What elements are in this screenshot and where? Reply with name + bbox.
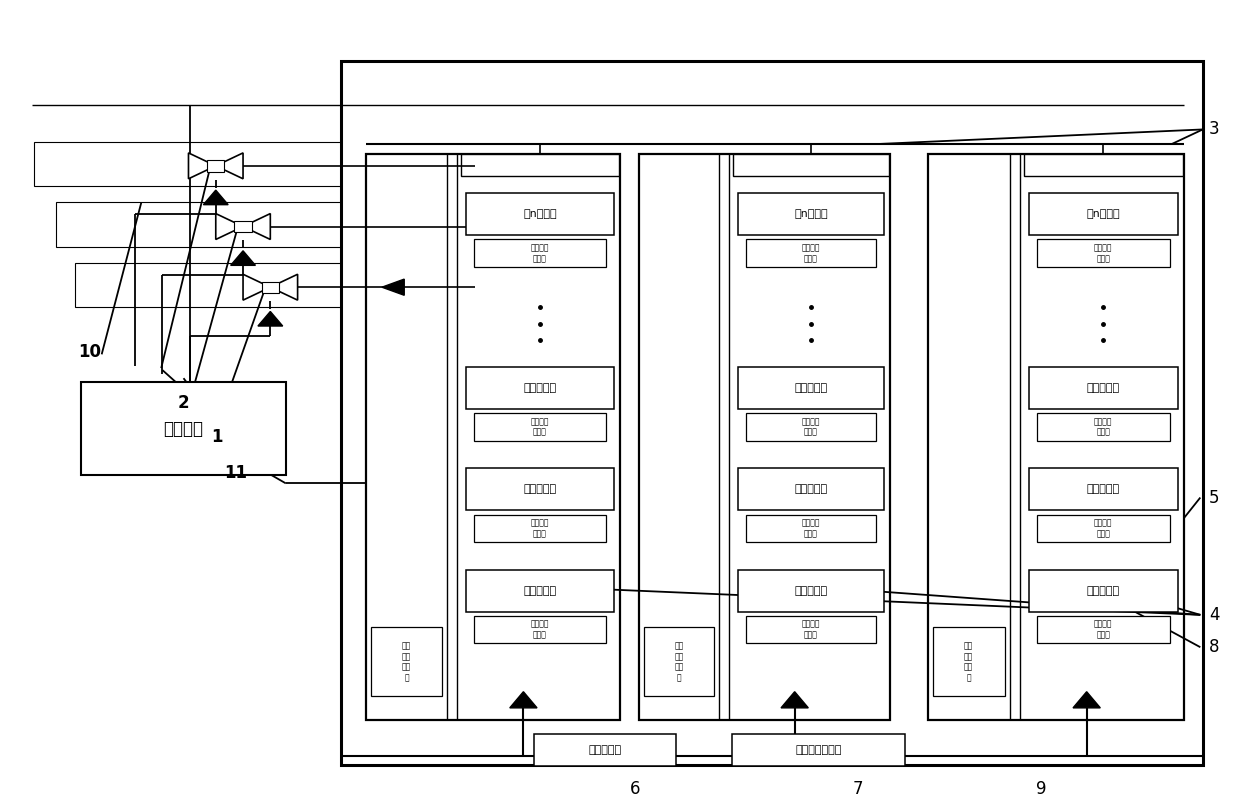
Text: 2: 2 [177,394,190,412]
Polygon shape [270,274,298,300]
Bar [932,628,1004,696]
Text: 第二温度
传感器: 第二温度 传感器 [802,519,821,538]
Polygon shape [1073,692,1100,708]
Bar [745,239,877,267]
Bar [1029,570,1178,612]
Text: 11: 11 [224,464,247,482]
Text: 第n电池组: 第n电池组 [1086,210,1120,219]
Text: 烟雾传感器: 烟雾传感器 [589,745,621,755]
Text: 水位
检测
传感
器: 水位 检测 传感 器 [675,642,683,682]
Text: 第一温度传感器: 第一温度传感器 [795,745,842,755]
Text: 水位
检测
传感
器: 水位 检测 传感 器 [402,642,412,682]
Text: 第三电池组: 第三电池组 [1086,383,1120,393]
Bar [745,413,877,441]
Text: 1: 1 [211,428,223,446]
Text: 第二电池组: 第二电池组 [795,485,827,494]
Text: 第二温度
传感器: 第二温度 传感器 [1094,417,1112,437]
Bar [1037,515,1171,542]
Bar [928,154,1184,720]
Polygon shape [188,153,216,179]
Text: 3: 3 [1209,121,1220,138]
Text: 10: 10 [78,343,100,361]
Text: 5: 5 [1209,489,1219,506]
Text: 第二温度
传感器: 第二温度 传感器 [1094,519,1112,538]
Text: 第一电池组: 第一电池组 [795,586,827,595]
Polygon shape [258,311,283,326]
Text: 第二温度
传感器: 第二温度 传感器 [1094,244,1112,263]
Text: 7: 7 [853,780,863,798]
Text: 第二电池组: 第二电池组 [523,485,557,494]
Bar [56,202,475,247]
Text: 第二温度
传感器: 第二温度 传感器 [802,244,821,263]
Polygon shape [243,274,270,300]
Bar [474,413,606,441]
Text: 第二温度
传感器: 第二温度 传感器 [531,519,549,538]
Bar [341,61,1203,765]
Bar [207,160,224,172]
Text: 第二电池组: 第二电池组 [1086,485,1120,494]
Bar [1029,468,1178,510]
Text: 8: 8 [1209,638,1219,656]
Polygon shape [203,190,228,205]
Polygon shape [216,153,243,179]
Bar [371,628,441,696]
Bar [74,263,475,307]
Bar [1037,239,1171,267]
Bar [738,570,884,612]
Text: 第二温度
传感器: 第二温度 传感器 [531,417,549,437]
Text: 第n电池组: 第n电池组 [523,210,557,219]
Bar [1029,193,1178,235]
Bar [466,367,614,409]
Bar [461,154,619,176]
Bar [1037,413,1171,441]
Bar [262,282,279,293]
Bar [366,154,620,720]
Bar [466,468,614,510]
Polygon shape [243,214,270,239]
Bar [474,239,606,267]
Text: 第n电池组: 第n电池组 [794,210,828,219]
Bar [745,515,877,542]
Text: 4: 4 [1209,606,1219,624]
Polygon shape [216,214,243,239]
Bar [738,367,884,409]
Bar [1037,616,1171,643]
Bar [745,616,877,643]
Polygon shape [231,251,255,265]
Text: 第二温度
传感器: 第二温度 传感器 [1094,620,1112,639]
Polygon shape [781,692,808,708]
Bar [1024,154,1183,176]
Bar [533,734,677,766]
Bar [33,142,475,186]
Bar [644,628,714,696]
Text: 6: 6 [630,780,640,798]
Polygon shape [382,279,404,295]
Bar [639,154,890,720]
Text: 9: 9 [1037,780,1047,798]
Text: 第三电池组: 第三电池组 [523,383,557,393]
Bar [466,193,614,235]
Bar [474,515,606,542]
Bar [1029,367,1178,409]
Bar [81,383,285,476]
Bar [738,193,884,235]
Text: 水位
检测
传感
器: 水位 检测 传感 器 [963,642,973,682]
Text: 第二温度
传感器: 第二温度 传感器 [802,417,821,437]
Polygon shape [510,692,537,708]
Bar [732,734,905,766]
Bar [738,468,884,510]
Text: 控制系统: 控制系统 [164,420,203,438]
Bar [733,154,889,176]
Text: 第二温度
传感器: 第二温度 传感器 [531,620,549,639]
Text: 第三电池组: 第三电池组 [795,383,827,393]
Text: 第一电池组: 第一电池组 [523,586,557,595]
Text: 第一电池组: 第一电池组 [1086,586,1120,595]
Bar [234,221,252,232]
Text: 第二温度
传感器: 第二温度 传感器 [802,620,821,639]
Bar [474,616,606,643]
Bar [466,570,614,612]
Text: 第二温度
传感器: 第二温度 传感器 [531,244,549,263]
